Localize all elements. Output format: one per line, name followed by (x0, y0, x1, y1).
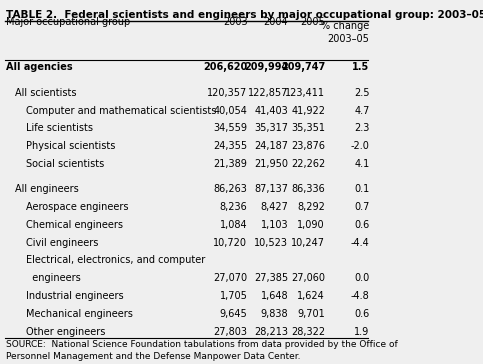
Text: Electrical, electronics, and computer: Electrical, electronics, and computer (26, 256, 205, 265)
Text: 9,838: 9,838 (260, 309, 288, 319)
Text: engineers: engineers (26, 273, 81, 283)
Text: 209,747: 209,747 (281, 63, 325, 72)
Text: 209,994: 209,994 (244, 63, 288, 72)
Text: -4.4: -4.4 (351, 238, 369, 248)
Text: 10,523: 10,523 (254, 238, 288, 248)
Text: 10,247: 10,247 (291, 238, 325, 248)
Text: TABLE 2.  Federal scientists and engineers by major occupational group: 2003–05: TABLE 2. Federal scientists and engineer… (6, 10, 483, 20)
Text: 2004: 2004 (263, 17, 288, 27)
Text: 24,187: 24,187 (254, 141, 288, 151)
Text: 86,336: 86,336 (291, 185, 325, 194)
Text: 120,357: 120,357 (207, 88, 247, 98)
Text: 9,645: 9,645 (220, 309, 247, 319)
Text: % change
2003–05: % change 2003–05 (321, 21, 369, 44)
Text: All scientists: All scientists (15, 88, 77, 98)
Text: 2005: 2005 (300, 17, 325, 27)
Text: Computer and mathematical scientists: Computer and mathematical scientists (26, 106, 216, 116)
Text: Life scientists: Life scientists (26, 123, 93, 134)
Text: All engineers: All engineers (15, 185, 79, 194)
Text: -4.8: -4.8 (351, 291, 369, 301)
Text: Physical scientists: Physical scientists (26, 141, 115, 151)
Text: 2.3: 2.3 (354, 123, 369, 134)
Text: 87,137: 87,137 (254, 185, 288, 194)
Text: 0.1: 0.1 (354, 185, 369, 194)
Text: 40,054: 40,054 (213, 106, 247, 116)
Text: 1,103: 1,103 (260, 220, 288, 230)
Text: 0.6: 0.6 (354, 220, 369, 230)
Text: Mechanical engineers: Mechanical engineers (26, 309, 133, 319)
Text: 206,620: 206,620 (203, 63, 247, 72)
Text: Major occupational group: Major occupational group (6, 17, 130, 27)
Text: 86,263: 86,263 (213, 185, 247, 194)
Text: 4.1: 4.1 (354, 159, 369, 169)
Text: Industrial engineers: Industrial engineers (26, 291, 124, 301)
Text: 123,411: 123,411 (285, 88, 325, 98)
Text: 4.7: 4.7 (354, 106, 369, 116)
Text: 1,084: 1,084 (220, 220, 247, 230)
Text: Civil engineers: Civil engineers (26, 238, 99, 248)
Text: 23,876: 23,876 (291, 141, 325, 151)
Text: 2003: 2003 (223, 17, 247, 27)
Text: 27,803: 27,803 (213, 327, 247, 337)
Text: Other engineers: Other engineers (26, 327, 106, 337)
Text: 41,403: 41,403 (255, 106, 288, 116)
Text: 8,427: 8,427 (260, 202, 288, 212)
Text: 1,090: 1,090 (298, 220, 325, 230)
Text: All agencies: All agencies (6, 63, 72, 72)
Text: 0.6: 0.6 (354, 309, 369, 319)
Text: 8,292: 8,292 (297, 202, 325, 212)
Text: 34,559: 34,559 (213, 123, 247, 134)
Text: 1,648: 1,648 (260, 291, 288, 301)
Text: 24,355: 24,355 (213, 141, 247, 151)
Text: Social scientists: Social scientists (26, 159, 104, 169)
Text: 0.0: 0.0 (354, 273, 369, 283)
Text: 1.5: 1.5 (352, 63, 369, 72)
Text: 1.9: 1.9 (354, 327, 369, 337)
Text: -2.0: -2.0 (351, 141, 369, 151)
Text: 2.5: 2.5 (354, 88, 369, 98)
Text: 1,624: 1,624 (298, 291, 325, 301)
Text: 9,701: 9,701 (298, 309, 325, 319)
Text: 122,857: 122,857 (248, 88, 288, 98)
Text: 28,322: 28,322 (291, 327, 325, 337)
Text: 1,705: 1,705 (219, 291, 247, 301)
Text: 35,317: 35,317 (254, 123, 288, 134)
Text: 8,236: 8,236 (220, 202, 247, 212)
Text: 35,351: 35,351 (291, 123, 325, 134)
Text: 10,720: 10,720 (213, 238, 247, 248)
Text: Aerospace engineers: Aerospace engineers (26, 202, 128, 212)
Text: 27,070: 27,070 (213, 273, 247, 283)
Text: 21,389: 21,389 (213, 159, 247, 169)
Text: 0.7: 0.7 (354, 202, 369, 212)
Text: 27,385: 27,385 (254, 273, 288, 283)
Text: 22,262: 22,262 (291, 159, 325, 169)
Text: 21,950: 21,950 (254, 159, 288, 169)
Text: 27,060: 27,060 (291, 273, 325, 283)
Text: 28,213: 28,213 (254, 327, 288, 337)
Text: Chemical engineers: Chemical engineers (26, 220, 123, 230)
Text: 41,922: 41,922 (291, 106, 325, 116)
Text: SOURCE:  National Science Foundation tabulations from data provided by the Offic: SOURCE: National Science Foundation tabu… (6, 340, 398, 361)
